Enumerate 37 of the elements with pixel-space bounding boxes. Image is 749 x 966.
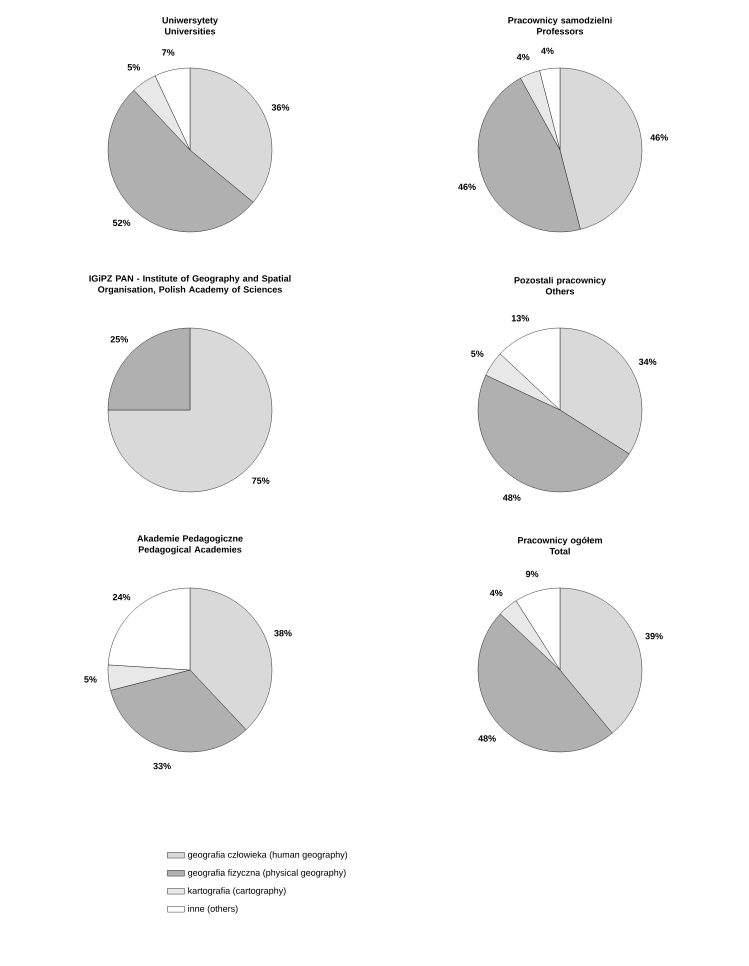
data-label: 24%	[112, 594, 130, 600]
legend-label: kartografia (cartography)	[188, 887, 286, 896]
data-label: 4%	[516, 54, 530, 60]
data-label: 4%	[490, 590, 503, 596]
chart-subtitle: Universities	[165, 28, 216, 34]
chart-subtitle: Others	[546, 288, 574, 294]
chart-title: Pracownicy ogółem	[518, 536, 602, 546]
chart-title: Akademie Pedagogiczne	[137, 535, 243, 544]
legend-label: inne (others)	[188, 905, 238, 914]
data-label: 13%	[512, 315, 530, 322]
data-label: 39%	[645, 632, 663, 640]
data-label: 52%	[112, 220, 130, 226]
data-label: 5%	[84, 676, 97, 683]
data-label: 7%	[162, 49, 174, 56]
data-label: 46%	[458, 184, 476, 190]
data-label: 5%	[128, 64, 140, 70]
data-label: 5%	[471, 350, 484, 357]
chart-title: Pracownicy samodzielni	[508, 16, 612, 26]
data-label: 33%	[153, 762, 171, 770]
data-label: 34%	[638, 358, 656, 366]
data-label: 38%	[274, 630, 292, 636]
data-label: 46%	[650, 134, 668, 141]
data-label: 48%	[478, 735, 496, 742]
chart-subtitle: Total	[550, 548, 570, 554]
chart-title: Pozostali pracownicy	[514, 276, 606, 286]
chart-subtitle: Pedagogical Academies	[138, 546, 242, 554]
data-label: 9%	[526, 570, 538, 578]
data-label: 48%	[502, 494, 521, 501]
chart-title: IGiPZ PAN - Institute of Geography and Spatial Organisation, Polish Academy of Sciences	[89, 275, 291, 294]
chart-subtitle: Professors	[537, 28, 584, 34]
data-label: 75%	[252, 478, 270, 484]
data-label: 25%	[110, 336, 128, 342]
data-label: 4%	[541, 48, 554, 54]
legend-label: geografia fizyczna (physical geography)	[188, 869, 346, 878]
data-label: 36%	[272, 104, 290, 111]
legend-label: geografia człowieka (human geography)	[188, 851, 348, 860]
chart-title: Uniwersytety	[162, 16, 218, 26]
